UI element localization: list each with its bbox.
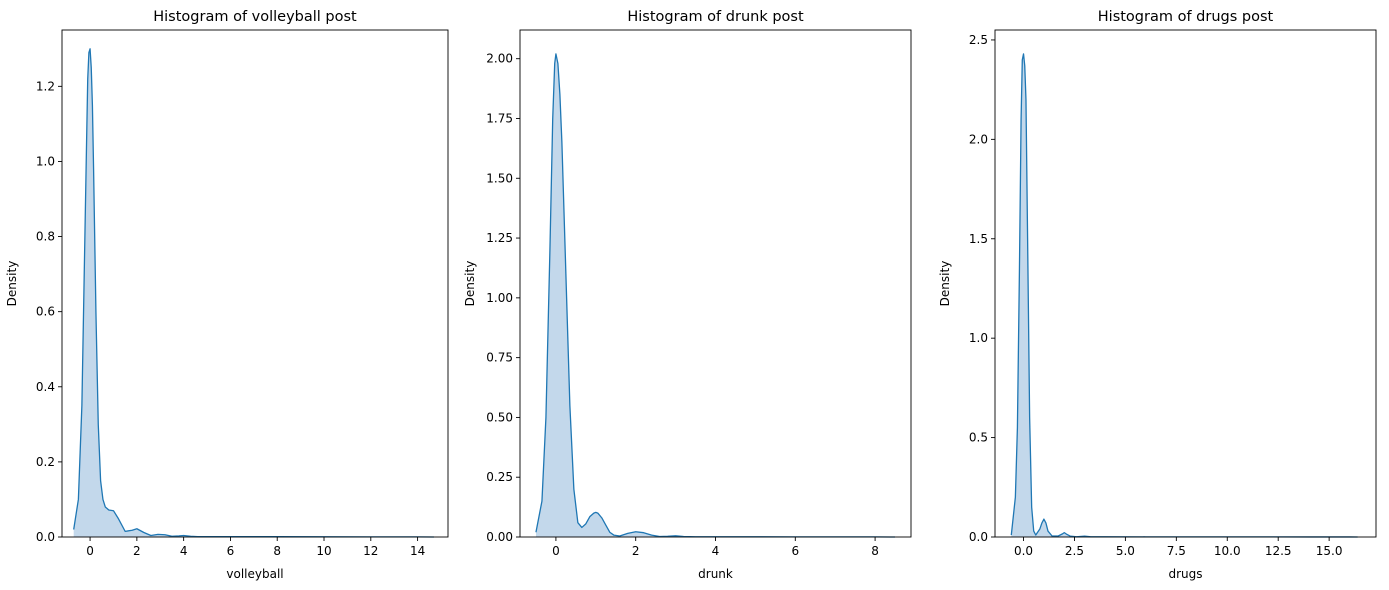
y-tick-label: 1.25 [486, 231, 513, 245]
y-tick-label: 0.25 [486, 470, 513, 484]
y-tick-label: 0.4 [36, 380, 55, 394]
axes-frame [61, 29, 449, 538]
y-axis-label: Density [5, 261, 19, 307]
x-tick-label: 0 [86, 544, 94, 558]
density-line [535, 53, 896, 538]
x-tick-label: 4 [712, 544, 720, 558]
x-axis-label: volleyball [226, 567, 283, 581]
y-tick-label: 1.75 [486, 111, 513, 125]
y-tick-label: 0.2 [36, 455, 55, 469]
x-tick-label: 2 [133, 544, 141, 558]
y-tick-label: 2.0 [969, 132, 988, 146]
y-tick-label: 1.5 [969, 232, 988, 246]
x-tick-label: 15.0 [1316, 544, 1343, 558]
density-fill [535, 53, 896, 538]
y-tick-label: 1.2 [36, 79, 55, 93]
y-tick-label: 1.00 [486, 291, 513, 305]
y-axis-label: Density [463, 261, 477, 307]
x-tick-label: 5.0 [1116, 544, 1135, 558]
chart-title: Histogram of drunk post [627, 9, 804, 25]
x-tick-label: 12 [363, 544, 378, 558]
y-tick-label: 0.00 [486, 530, 513, 544]
x-tick-label: 0.0 [1014, 544, 1033, 558]
subplot-drunk: Histogram of drunk post drunk Density 0 2… [463, 9, 912, 581]
y-axis-label: Density [938, 261, 952, 307]
x-tick-label: 8 [273, 544, 281, 558]
y-tick-label: 0.0 [969, 530, 988, 544]
x-axis-label: drugs [1168, 567, 1202, 581]
y-tick-label: 0.8 [36, 230, 55, 244]
y-tick-label: 0.6 [36, 305, 55, 319]
y-tick-label: 0.50 [486, 410, 513, 424]
chart-title: Histogram of volleyball post [153, 9, 357, 25]
y-tick-label: 1.0 [36, 154, 55, 168]
y-tick-label: 1.50 [486, 171, 513, 185]
density-fill [1011, 53, 1358, 538]
y-tick-label: 0.0 [36, 530, 55, 544]
x-tick-label: 2.5 [1065, 544, 1084, 558]
x-tick-label: 10 [316, 544, 331, 558]
plot-area [73, 48, 434, 538]
x-tick-label: 6 [227, 544, 235, 558]
x-tick-label: 2 [632, 544, 640, 558]
x-tick-label: 0 [552, 544, 560, 558]
x-tick-label: 14 [410, 544, 425, 558]
y-tick-label: 2.00 [486, 52, 513, 66]
subplot-drugs: Histogram of drugs post drugs Density 0.… [938, 9, 1377, 581]
axes-frame [519, 29, 912, 538]
density-line [73, 48, 434, 538]
x-tick-label: 6 [791, 544, 799, 558]
x-tick-label: 10.0 [1214, 544, 1241, 558]
plot-area [535, 53, 896, 538]
x-axis-label: drunk [698, 567, 733, 581]
y-tick-label: 0.5 [969, 431, 988, 445]
density-fill [73, 48, 434, 537]
x-tick-label: 12.5 [1265, 544, 1292, 558]
chart-title: Histogram of drugs post [1098, 9, 1274, 25]
y-tick-label: 2.5 [969, 33, 988, 47]
axes-frame [994, 29, 1377, 538]
x-tick-label: 8 [871, 544, 879, 558]
y-tick-label: 1.0 [969, 331, 988, 345]
x-tick-label: 4 [180, 544, 188, 558]
x-tick-label: 7.5 [1167, 544, 1186, 558]
plot-area [1010, 53, 1358, 538]
y-tick-label: 0.75 [486, 351, 513, 365]
subplot-volleyball: Histogram of volleyball post volleyball … [5, 9, 449, 581]
density-line [1010, 53, 1358, 538]
